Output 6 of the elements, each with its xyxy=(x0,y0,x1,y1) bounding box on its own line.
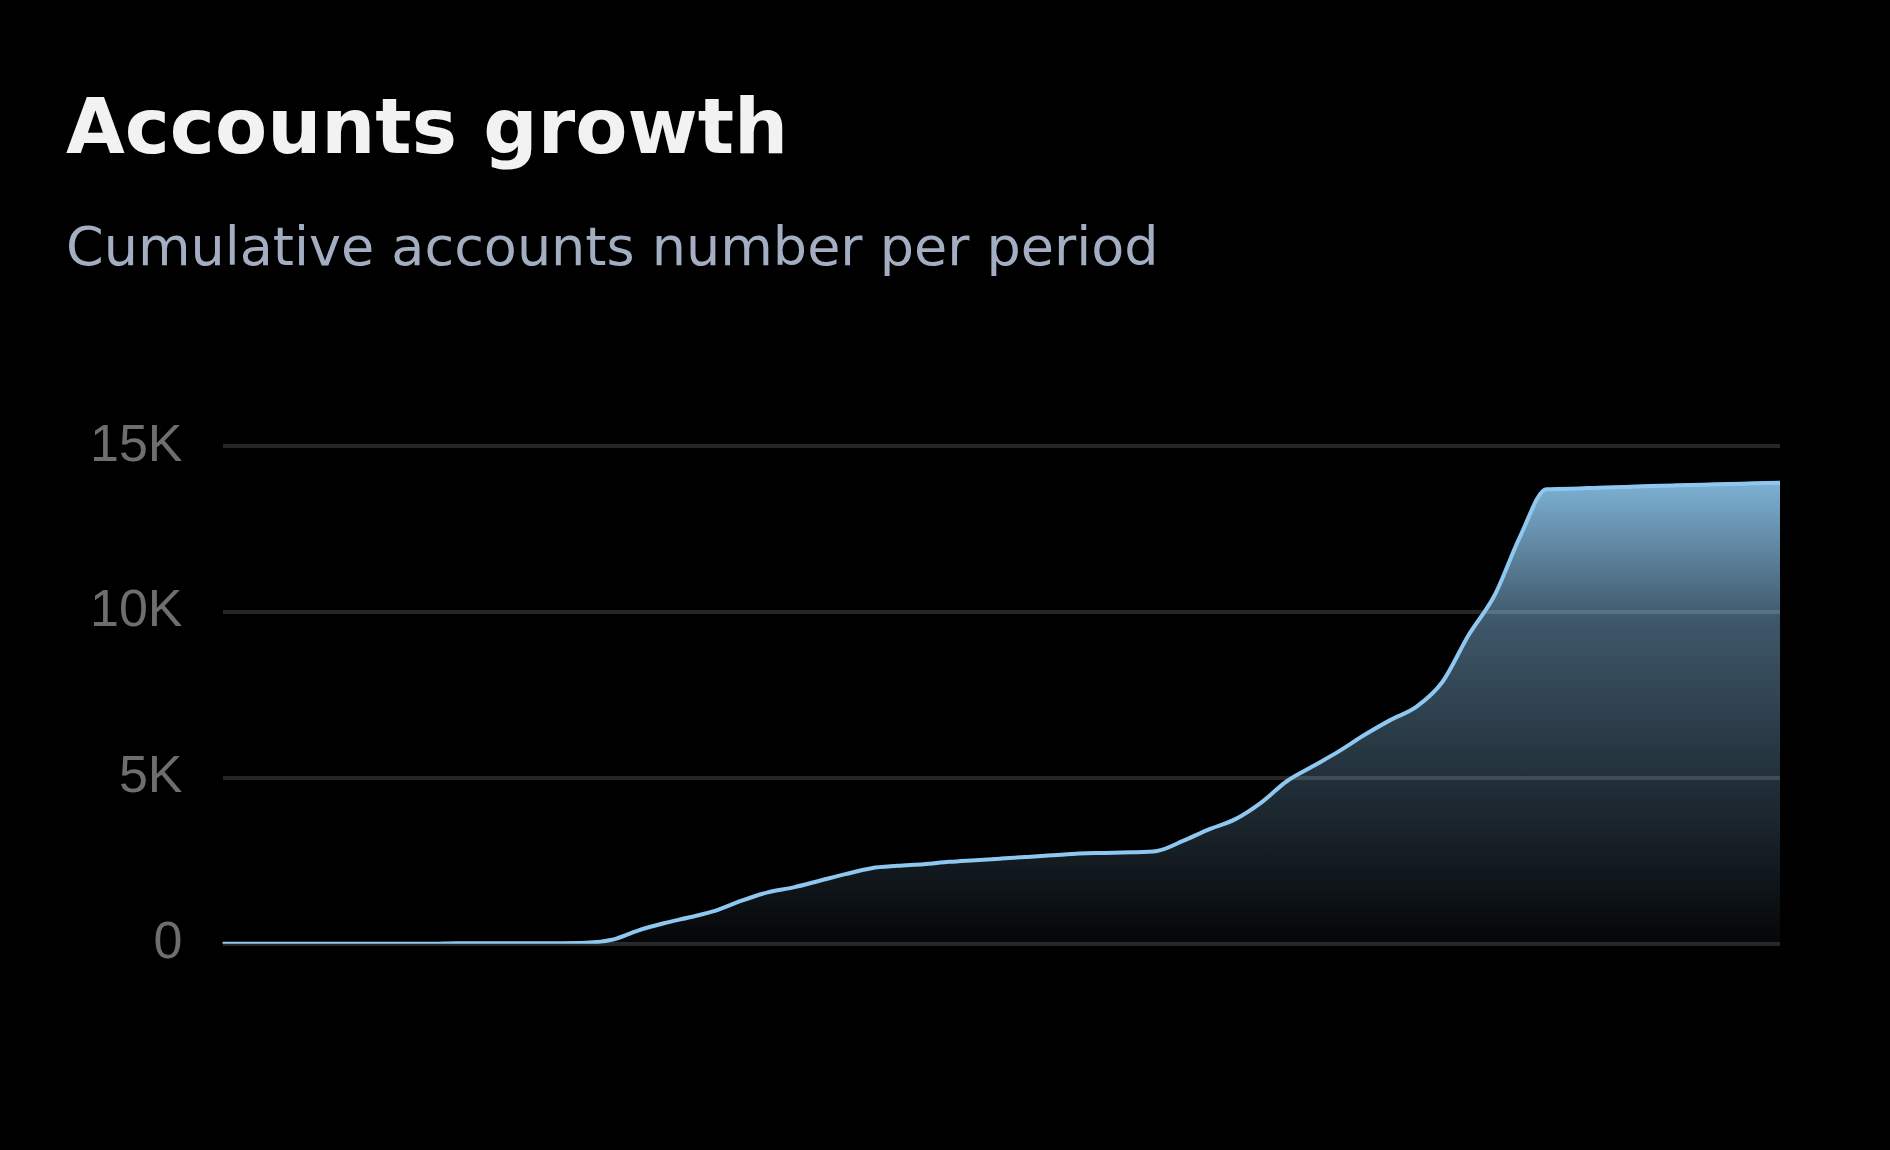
chart-title: Accounts growth xyxy=(66,82,789,171)
y-tick-label: 5K xyxy=(118,745,183,804)
y-tick-label: 15K xyxy=(89,413,183,472)
chart-subtitle: Cumulative accounts number per period xyxy=(66,215,1159,278)
y-tick-label: 0 xyxy=(153,911,183,970)
y-tick-label: 10K xyxy=(89,579,183,638)
